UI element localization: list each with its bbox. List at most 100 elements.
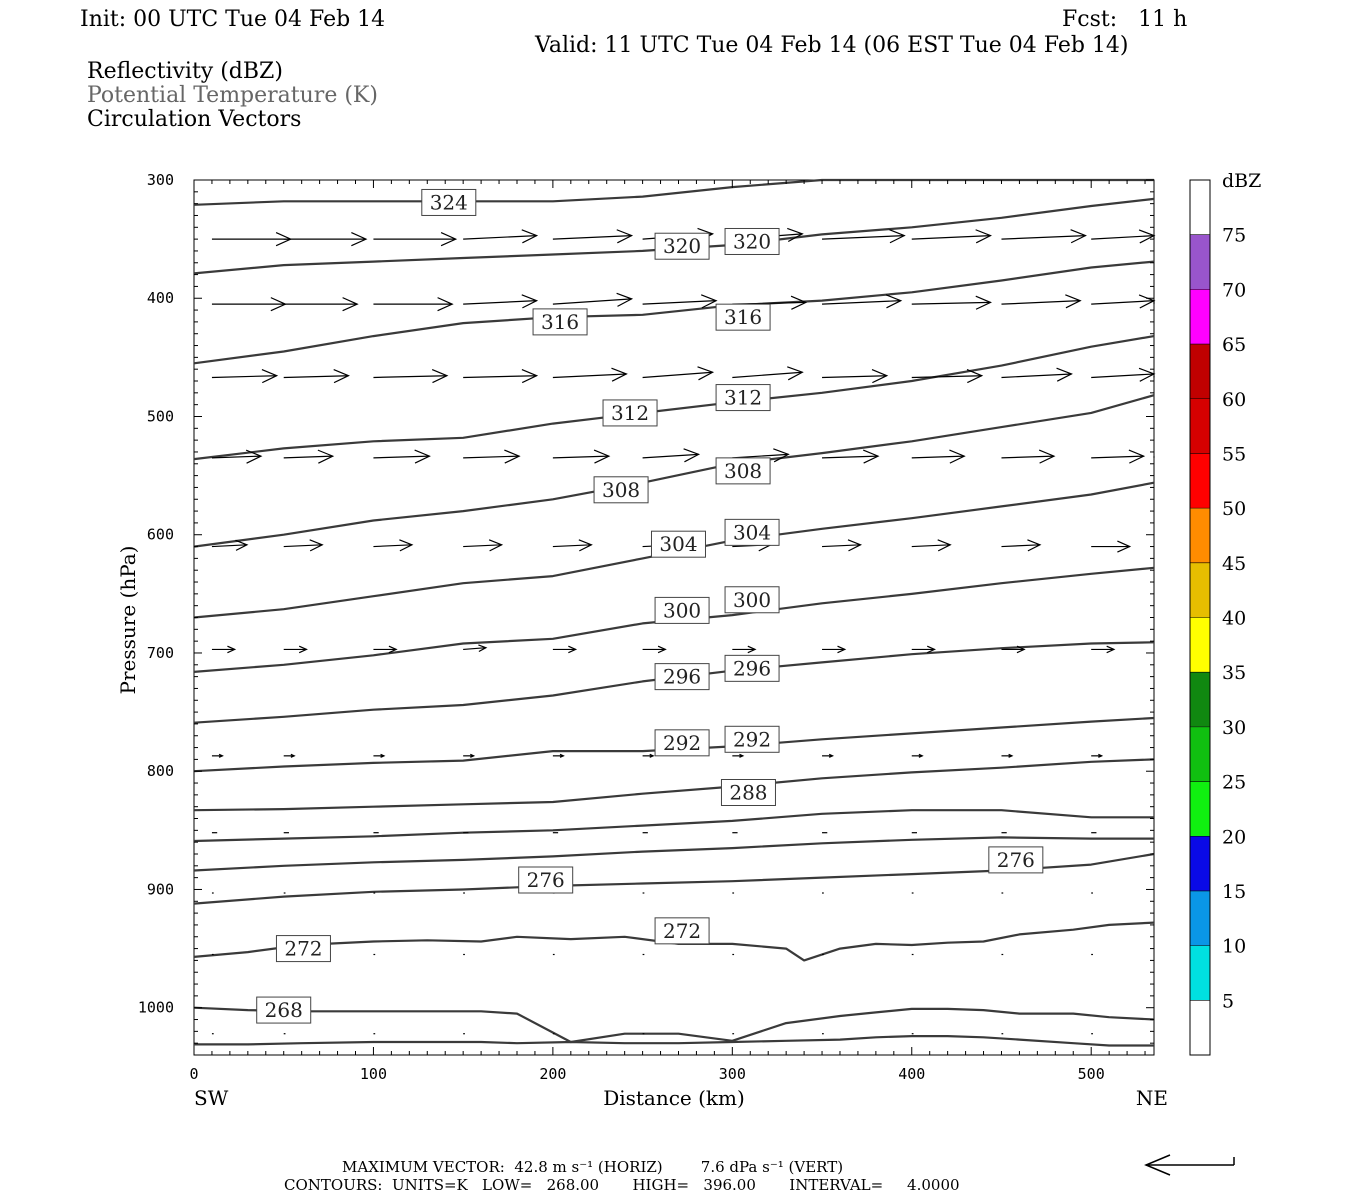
y-tick-label: 300 xyxy=(147,171,174,189)
circulation-vector xyxy=(822,753,835,758)
theta-contour-328 xyxy=(193,178,1154,206)
circulation-vector xyxy=(1091,449,1146,464)
circulation-vector xyxy=(211,539,249,551)
contour-label: 308 xyxy=(715,457,771,485)
circulation-vector xyxy=(911,449,966,464)
colorbar-swatch xyxy=(1190,344,1210,399)
contours-note: CONTOURS: UNITS=K LOW= 268.00 HIGH= 396.… xyxy=(284,1176,960,1194)
colorbar-swatch xyxy=(1190,1000,1210,1055)
y-axis-label: Pressure (hPa) xyxy=(116,546,140,695)
contour-label: 292 xyxy=(724,725,780,753)
contour-label: 272 xyxy=(275,935,331,963)
contour-label-text: 268 xyxy=(265,998,303,1022)
theta-contour-288 xyxy=(193,809,1154,843)
circulation-vector xyxy=(1001,294,1082,309)
contour-label: 312 xyxy=(715,384,771,412)
circulation-vector xyxy=(822,229,906,244)
colorbar-label: 5 xyxy=(1222,990,1234,1012)
circulation-vector xyxy=(283,645,308,654)
theta-contour-312 xyxy=(193,394,1155,548)
circulation-vector xyxy=(732,753,745,758)
colorbar-label: 25 xyxy=(1222,772,1246,794)
circulation-vector xyxy=(211,449,263,464)
contour-label: 296 xyxy=(724,654,780,682)
colorbar-label: 40 xyxy=(1222,608,1246,630)
field-reflectivity: Reflectivity (dBZ) xyxy=(87,59,283,84)
colorbar-label: 30 xyxy=(1222,717,1246,739)
x-axis: 0 100 200 300 400 500 xyxy=(189,180,1146,1083)
colorbar: dBZ 5 10 15 20 25 30 35 40 45 50 55 60 65 70 75 xyxy=(1189,170,1261,1056)
circulation-vector xyxy=(911,645,936,654)
circulation-vector xyxy=(822,369,889,384)
circulation-vector xyxy=(283,369,350,384)
colorbar-swatch xyxy=(1190,289,1210,345)
colorbar-label: 15 xyxy=(1222,881,1246,903)
circulation-vector xyxy=(211,753,224,758)
reference-vector xyxy=(1144,1154,1235,1176)
circulation-vector xyxy=(283,449,335,464)
colorbar-swatch xyxy=(1190,398,1210,454)
contour-label-text: 300 xyxy=(663,598,701,622)
max-vector-note: MAXIMUM VECTOR: 42.8 m s⁻¹ (HORIZ) 7.6 d… xyxy=(342,1158,843,1176)
contour-label-text: 316 xyxy=(541,310,579,334)
init-time: Init: 00 UTC Tue 04 Feb 14 xyxy=(80,7,385,32)
colorbar-label: 20 xyxy=(1222,826,1246,848)
x-tick-label: 300 xyxy=(719,1065,746,1083)
colorbar-label: 65 xyxy=(1222,334,1246,356)
contour-label: 300 xyxy=(724,586,780,614)
x-axis-right-end-label: NE xyxy=(1136,1086,1168,1110)
colorbar-label: 10 xyxy=(1222,936,1246,958)
circulation-vector xyxy=(552,229,634,244)
circulation-vector xyxy=(822,294,903,309)
valid-time: Valid: 11 UTC Tue 04 Feb 14 (06 EST Tue … xyxy=(534,33,1129,58)
colorbar-label: 35 xyxy=(1222,662,1246,684)
contour-label-text: 312 xyxy=(611,401,649,425)
colorbar-swatch xyxy=(1190,180,1210,235)
colorbar-swatch xyxy=(1190,726,1210,782)
contour-label: 324 xyxy=(421,188,477,216)
contour-label-text: 288 xyxy=(729,781,767,805)
circulation-vector xyxy=(373,539,414,552)
circulation-vector xyxy=(732,448,790,463)
circulation-vector xyxy=(911,369,984,384)
circulation-vector xyxy=(211,645,237,654)
circulation-vector xyxy=(1001,539,1042,552)
contour-label: 288 xyxy=(720,779,776,806)
colorbar-swatch xyxy=(1190,453,1210,509)
contour-label: 312 xyxy=(602,399,658,427)
contour-label-text: 320 xyxy=(733,229,771,253)
circulation-vector xyxy=(911,295,992,310)
contour-label: 296 xyxy=(654,663,710,691)
circulation-vector xyxy=(463,539,504,552)
contour-label: 304 xyxy=(724,518,780,546)
colorbar-swatch xyxy=(1190,890,1210,946)
contour-label-text: 308 xyxy=(724,459,762,483)
contour-label: 300 xyxy=(654,596,710,624)
field-circulation-vectors: Circulation Vectors xyxy=(87,107,301,132)
contour-label: 268 xyxy=(256,996,312,1024)
circulation-vector xyxy=(283,297,359,312)
circulation-vector xyxy=(552,367,628,382)
circulation-vector xyxy=(552,449,611,464)
contour-label-text: 304 xyxy=(659,532,697,556)
theta-contour-284 xyxy=(193,836,1154,872)
y-tick-label: 1000 xyxy=(138,999,174,1017)
contour-label-text: 320 xyxy=(663,234,701,258)
contour-label-text: 296 xyxy=(663,665,701,689)
x-tick-label: 100 xyxy=(360,1065,387,1083)
circulation-vector xyxy=(1001,229,1087,244)
contour-label-text: 308 xyxy=(602,478,640,502)
theta-contour-316 xyxy=(193,335,1155,461)
circulation-vector xyxy=(732,366,804,381)
contour-label-text: 312 xyxy=(724,386,762,410)
x-tick-label: 0 xyxy=(189,1065,198,1083)
circulation-vector xyxy=(373,645,398,654)
circulation-vector xyxy=(642,294,718,309)
colorbar-title: dBZ xyxy=(1222,170,1261,192)
circulation-vector xyxy=(373,449,431,464)
circulation-vector xyxy=(552,753,565,758)
contour-label-text: 276 xyxy=(997,848,1035,872)
circulation-vector xyxy=(1091,645,1116,654)
x-tick-label: 400 xyxy=(898,1065,925,1083)
